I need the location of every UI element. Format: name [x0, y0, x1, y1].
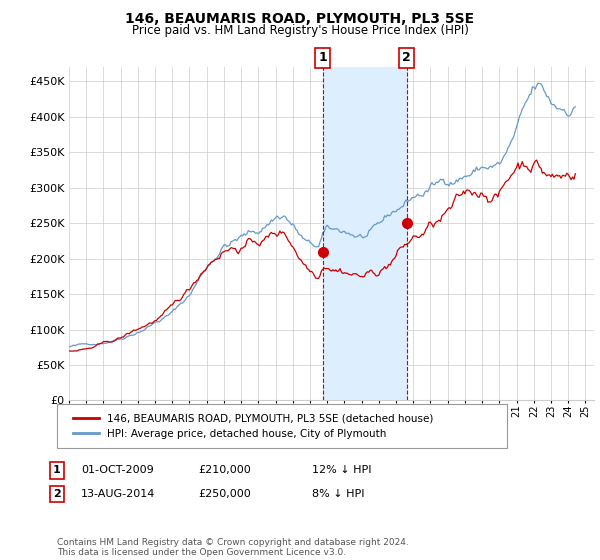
Text: 1: 1: [53, 465, 61, 475]
Bar: [323, 67, 407, 400]
Text: 13-AUG-2014: 13-AUG-2014: [81, 489, 155, 499]
Text: Price paid vs. HM Land Registry's House Price Index (HPI): Price paid vs. HM Land Registry's House …: [131, 24, 469, 36]
Text: 01-OCT-2009: 01-OCT-2009: [81, 465, 154, 475]
Text: Contains HM Land Registry data © Crown copyright and database right 2024.
This d: Contains HM Land Registry data © Crown c…: [57, 538, 409, 557]
Text: £210,000: £210,000: [198, 465, 251, 475]
Text: 2: 2: [53, 489, 61, 499]
Text: 1: 1: [319, 52, 327, 64]
Text: 8% ↓ HPI: 8% ↓ HPI: [312, 489, 365, 499]
Text: 12% ↓ HPI: 12% ↓ HPI: [312, 465, 371, 475]
Legend: 146, BEAUMARIS ROAD, PLYMOUTH, PL3 5SE (detached house), HPI: Average price, det: 146, BEAUMARIS ROAD, PLYMOUTH, PL3 5SE (…: [67, 407, 440, 445]
Text: 2: 2: [403, 52, 411, 64]
Text: £250,000: £250,000: [198, 489, 251, 499]
Text: 146, BEAUMARIS ROAD, PLYMOUTH, PL3 5SE: 146, BEAUMARIS ROAD, PLYMOUTH, PL3 5SE: [125, 12, 475, 26]
